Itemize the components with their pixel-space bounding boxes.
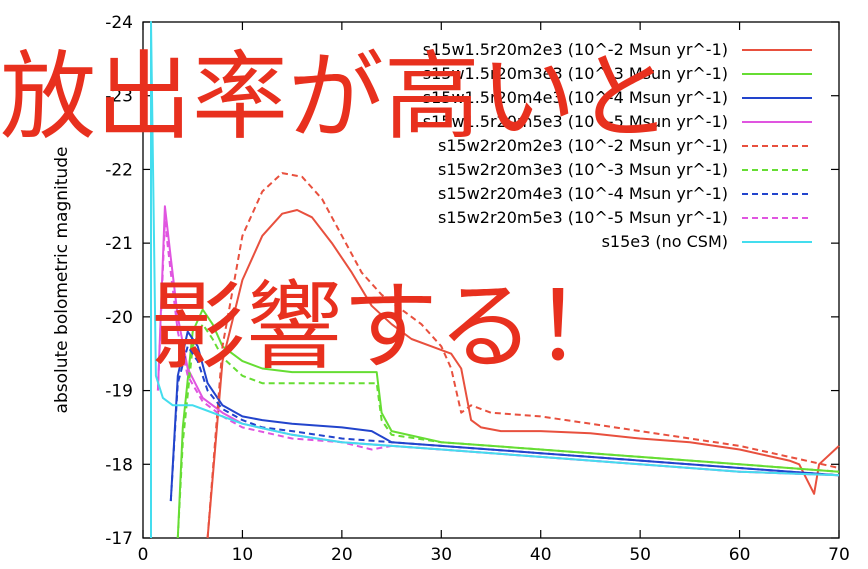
x-tick-label: 60 bbox=[729, 545, 751, 565]
legend-entry-label: s15w2r20m4e3 (10^-4 Msun yr^-1) bbox=[438, 184, 728, 203]
legend: s15w1.5r20m2e3 (10^-2 Msun yr^-1) s15w1.5… bbox=[423, 40, 812, 251]
y-tick-label: -21 bbox=[105, 234, 133, 254]
overlay-caption-line: 影響する！ bbox=[150, 271, 630, 383]
series-line bbox=[169, 345, 840, 502]
legend-entry-label: s15e3 (no CSM) bbox=[602, 232, 728, 251]
x-tick-label: 50 bbox=[629, 545, 651, 565]
series-line bbox=[176, 323, 840, 539]
plot-frame bbox=[142, 21, 840, 539]
legend-entry-label: s15w2r20m5e3 (10^-5 Msun yr^-1) bbox=[438, 208, 728, 227]
series-line bbox=[156, 220, 840, 477]
legend-entry-label: s15w1.5r20m5e3 (10^-5 Msun yr^-1) bbox=[423, 112, 728, 131]
x-tick-label: 0 bbox=[138, 545, 149, 565]
x-tick-label: 10 bbox=[232, 545, 254, 565]
series-line bbox=[150, 21, 840, 538]
y-tick-label: -20 bbox=[105, 308, 133, 328]
x-tick-label: 40 bbox=[530, 545, 552, 565]
legend-entry-label: s15w2r20m2e3 (10^-2 Msun yr^-1) bbox=[438, 136, 728, 155]
y-tick-label: -17 bbox=[105, 529, 133, 549]
x-tick-label: 20 bbox=[331, 545, 353, 565]
legend-entry-label: s15w2r20m3e3 (10^-3 Msun yr^-1) bbox=[438, 160, 728, 179]
legend-entry-label: s15w1.5r20m2e3 (10^-2 Msun yr^-1) bbox=[423, 40, 728, 59]
y-tick-label: -24 bbox=[105, 13, 133, 33]
series-line bbox=[206, 172, 840, 539]
series-line bbox=[206, 209, 840, 539]
axis-ticks: 0 10 20 30 40 50 60 70 -24 -23 -22 -21 -20 -19 -18 -17 bbox=[105, 13, 850, 565]
y-tick-label: -18 bbox=[105, 455, 133, 475]
x-tick-label: 70 bbox=[828, 545, 850, 565]
y-tick-label: -19 bbox=[105, 382, 133, 402]
overlay-caption-line: 放出率が高いと bbox=[0, 41, 672, 153]
y-tick-label: -23 bbox=[105, 87, 133, 107]
y-tick-label: -22 bbox=[105, 160, 133, 180]
x-tick-label: 30 bbox=[430, 545, 452, 565]
legend-entry-label: s15w1.5r20m3e3 (10^-3 Msun yr^-1) bbox=[423, 64, 728, 83]
legend-entry-label: s15w1.5r20m4e3 (10^-4 Msun yr^-1) bbox=[423, 88, 728, 107]
y-axis-label: absolute bolometric magnitude bbox=[52, 147, 72, 414]
series-lines bbox=[150, 21, 840, 539]
